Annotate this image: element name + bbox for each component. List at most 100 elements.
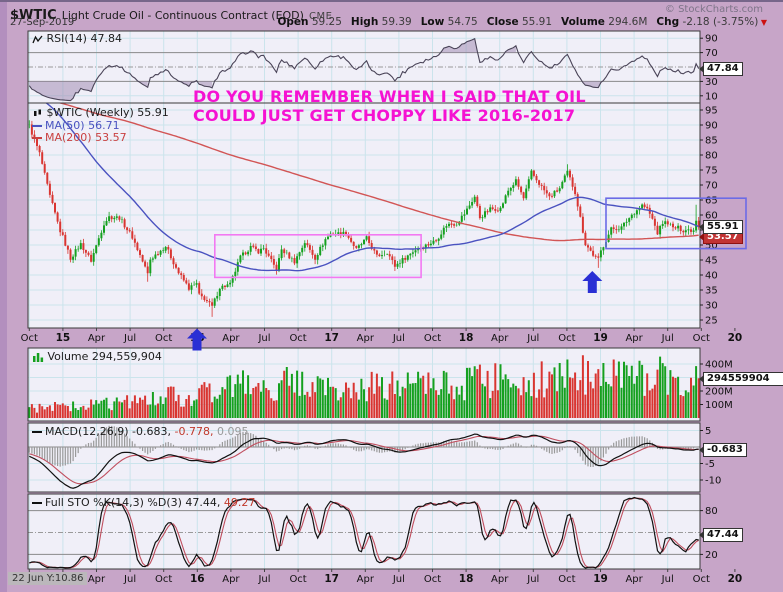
axis-tick-label: 85 xyxy=(705,136,718,147)
quote-field-label: Close xyxy=(486,16,519,28)
rsi-line xyxy=(28,37,700,102)
x-axis-label: Jul xyxy=(392,574,405,585)
price-value-box: 55.91 xyxy=(699,220,743,234)
annotation-text: DO YOU REMEMBER WHEN I SAID THAT OIL COU… xyxy=(193,87,586,125)
ma50-line-icon xyxy=(32,125,42,127)
axis-tick-label: 35 xyxy=(705,286,718,297)
sto-k-value: 47.44, xyxy=(185,496,221,509)
x-axis-label: Jul xyxy=(123,333,136,344)
quote-bar: Open 59.25 High 59.39 Low 54.75 Close 55.91… xyxy=(268,16,767,28)
axis-tick-label: 5 xyxy=(705,426,711,437)
x-axis-label: Oct xyxy=(558,574,575,585)
axis-tick-label: 100M xyxy=(705,400,733,411)
macd-line-icon xyxy=(32,431,42,433)
x-axis-label: Oct xyxy=(424,333,441,344)
x-axis-label: 18 xyxy=(459,573,474,585)
axis-tick-label: 50 xyxy=(705,241,718,252)
pink-annotation-box xyxy=(214,234,422,279)
x-axis-label: Jul xyxy=(661,574,674,585)
chart-title: $WTIC Light Crude Oil - Continuous Contr… xyxy=(10,4,332,23)
volume-bars-up xyxy=(28,356,698,418)
axis-tick-label: 80 xyxy=(705,151,718,162)
candlestick-icon xyxy=(34,109,41,116)
ma200-label: MA(200) 53.57 xyxy=(45,131,127,144)
axis-tick-label: 90 xyxy=(705,121,718,132)
volume-legend: Volume 294,559,904 xyxy=(32,351,162,363)
x-axis-label: Oct xyxy=(155,574,172,585)
quote-field-value: 54.75 xyxy=(444,16,478,28)
price-legend: $WTIC (Weekly) 55.91 xyxy=(32,107,169,119)
x-axis-label: Apr xyxy=(88,574,106,585)
axis-tick-label: 90 xyxy=(705,34,718,45)
macd-line xyxy=(29,433,699,489)
window-top-edge xyxy=(0,0,783,2)
quote-field-value: 294.6M xyxy=(604,16,648,28)
copyright-label: © StockCharts.com xyxy=(664,4,763,15)
macd-label: MACD(12,26,9) xyxy=(45,425,129,438)
quote-field-label: High xyxy=(350,16,379,28)
x-axis-label: Oct xyxy=(558,333,575,344)
instrument-name: Light Crude Oil - Continuous Contract (E… xyxy=(61,9,304,22)
x-axis-label: Oct xyxy=(424,574,441,585)
axis-tick-label: 30 xyxy=(705,301,718,312)
macd-hist-value: 0.095 xyxy=(216,425,249,438)
macd-histogram xyxy=(28,425,700,467)
ma200-line xyxy=(57,103,699,242)
volume-value-box: 294559904 xyxy=(699,372,783,386)
x-axis-label: 19 xyxy=(593,332,608,344)
x-axis-label: Oct xyxy=(693,333,710,344)
x-axis-label: Jul xyxy=(661,333,674,344)
x-axis-label: Oct xyxy=(289,574,306,585)
x-axis-label: Apr xyxy=(491,333,509,344)
x-axis-label: 20 xyxy=(728,332,743,344)
x-axis-label: Apr xyxy=(88,333,106,344)
x-axis-label: Apr xyxy=(222,574,240,585)
x-axis-label: Apr xyxy=(357,333,375,344)
exchange-label: CME xyxy=(309,11,333,22)
volume-label: Volume 294,559,904 xyxy=(47,350,162,363)
quote-field-value: 59.39 xyxy=(378,16,412,28)
axis-tick-label: 95 xyxy=(705,106,718,117)
axis-tick-label: 200M xyxy=(705,387,733,398)
x-axis-label: 18 xyxy=(459,332,474,344)
x-axis-label: Apr xyxy=(357,574,375,585)
x-axis-label: Jul xyxy=(257,574,270,585)
quote-field-label: Chg xyxy=(656,16,680,28)
sto-d-line xyxy=(29,497,699,569)
macd-legend: MACD(12,26,9) -0.683, -0.778, 0.095 xyxy=(32,426,248,438)
change-down-icon: ▼ xyxy=(758,18,767,27)
axis-tick-label: 30 xyxy=(705,77,718,88)
axis-tick-label: 65 xyxy=(705,196,718,207)
chart-date: 27-Sep-2019 xyxy=(10,17,75,28)
annotation-line-1: DO YOU REMEMBER WHEN I SAID THAT OIL xyxy=(193,87,586,106)
quote-field-label: Volume xyxy=(561,16,605,28)
x-axis-label: Apr xyxy=(222,333,240,344)
x-axis-label: 17 xyxy=(324,573,339,585)
axis-tick-label: 400M xyxy=(705,360,733,371)
window-left-edge xyxy=(0,0,7,592)
x-axis-label: 20 xyxy=(728,573,743,585)
sto-value-box: 47.44 xyxy=(699,528,743,542)
quote-field-label: Low xyxy=(420,16,445,28)
axis-tick-label: 25 xyxy=(705,316,718,327)
macd-signal-line xyxy=(29,435,699,485)
x-axis-label: Apr xyxy=(625,333,643,344)
rsi-value-box: 47.84 xyxy=(699,62,743,76)
x-axis-label: Oct xyxy=(21,333,38,344)
axis-tick-label: -5 xyxy=(705,459,715,470)
axis-tick-label: 20 xyxy=(705,550,718,561)
price-series-group xyxy=(28,103,700,317)
ma200-legend: MA(200) 53.57 xyxy=(32,132,127,144)
x-axis-label: 19 xyxy=(593,573,608,585)
ma200-line-icon xyxy=(32,137,42,139)
x-axis-label: 17 xyxy=(324,332,339,344)
volume-bars-down xyxy=(30,355,700,418)
axis-tick-label: 75 xyxy=(705,166,718,177)
x-axis-label: Jul xyxy=(257,333,270,344)
crosshair-readout: 22 Jun Y:10.86 xyxy=(8,572,88,585)
macd-signal-value: -0.778, xyxy=(174,425,214,438)
macd-value-box: -0.683 xyxy=(699,443,747,457)
blue-annotation-box xyxy=(605,197,747,250)
